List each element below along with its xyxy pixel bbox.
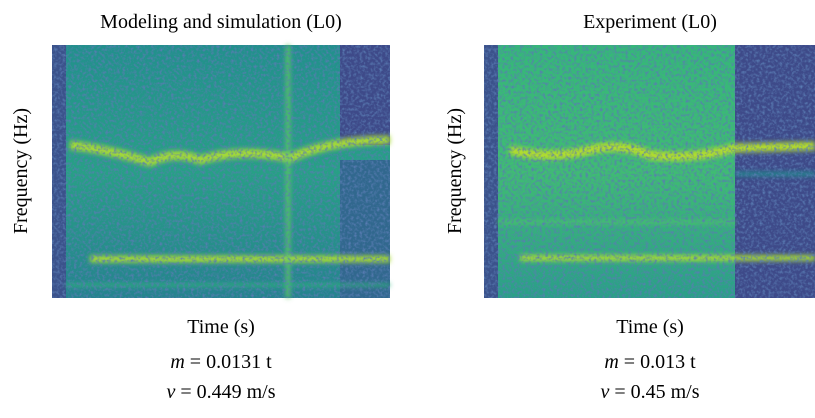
velocity-caption: v = 0.45 m/s [600,381,699,403]
mass-symbol: m [604,351,618,373]
mass-caption: m = 0.0131 t [170,351,272,373]
y-axis-label: Frequency (Hz) [444,108,466,234]
spectrogram-left [52,45,391,298]
velocity-text: = 0.45 m/s [614,381,699,403]
x-axis-label: Time (s) [616,316,684,338]
mass-text: = 0.0131 t [190,351,272,373]
y-axis-label: Frequency (Hz) [10,108,32,234]
panel-title: Modeling and simulation (L0) [100,11,342,33]
spectrogram-right [484,45,815,298]
panel-title: Experiment (L0) [583,11,717,33]
velocity-text: = 0.449 m/s [180,381,275,403]
velocity-caption: v = 0.449 m/s [166,381,275,403]
mass-text: = 0.013 t [624,351,696,373]
mass-symbol: m [170,351,184,373]
velocity-symbol: v [600,381,609,403]
velocity-symbol: v [166,381,175,403]
x-axis-label: Time (s) [187,316,255,338]
mass-caption: m = 0.013 t [604,351,696,373]
